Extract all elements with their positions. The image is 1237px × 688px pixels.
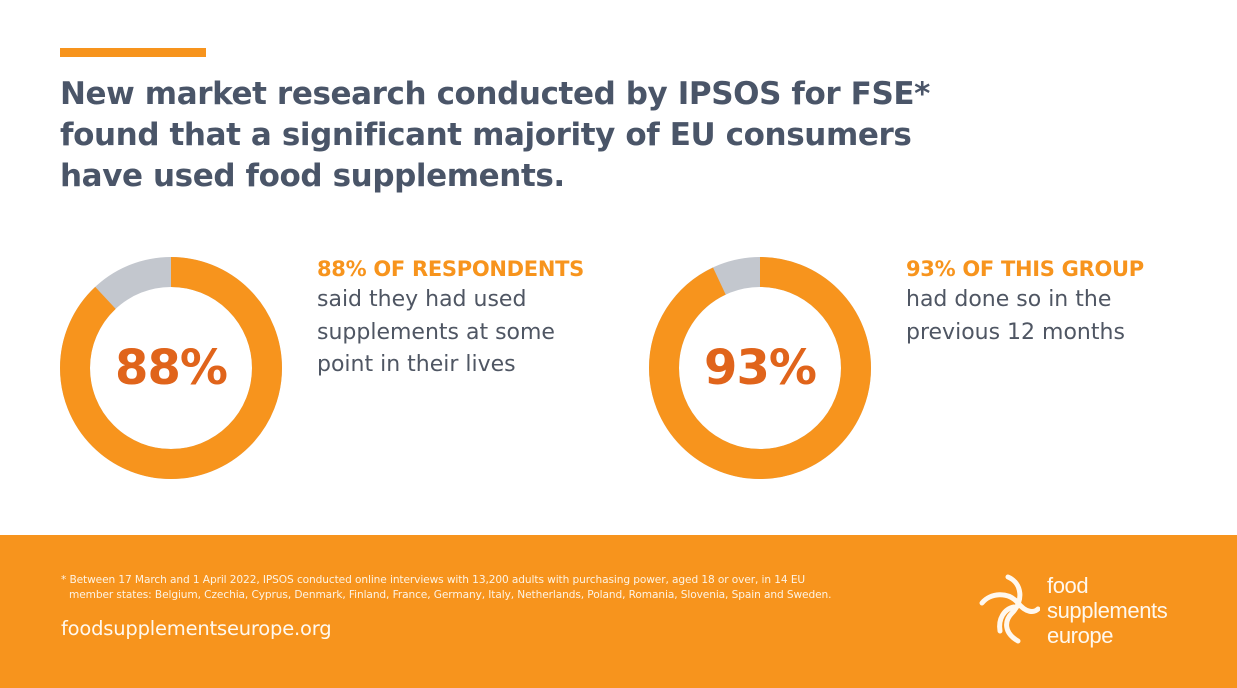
accent-bar [60, 48, 206, 57]
footnote-line: member states: Belgium, Czechia, Cyprus,… [69, 589, 832, 601]
logo-wordmark: food supplements europe [1047, 573, 1168, 648]
headline-line-3: have used food supplements. [60, 158, 565, 194]
methodology-footnote: * Between 17 March and 1 April 2022, IPS… [61, 573, 831, 603]
footnote-line: * Between 17 March and 1 April 2022, IPS… [61, 574, 806, 586]
stat-line: previous 12 months [906, 319, 1125, 345]
logo-line: europe [1047, 623, 1114, 648]
stat-line: had done so in the [906, 287, 1112, 312]
stat-line: supplements at some [317, 319, 555, 345]
donut-ring [60, 257, 282, 479]
donut-center-value: 93% [704, 340, 817, 396]
footer-band: * Between 17 March and 1 April 2022, IPS… [0, 535, 1237, 688]
donut-value-segment [649, 257, 871, 479]
website-link[interactable]: foodsupplementseurope.org [61, 617, 332, 640]
stat-heading: 93% OF THIS GROUP [906, 257, 1144, 281]
donut-chart-88: 88% [60, 257, 282, 479]
donut-ring [649, 257, 871, 479]
stat-description: said they had used supplements at some p… [317, 284, 584, 382]
stat-block-2: 93% OF THIS GROUP had done so in the pre… [906, 254, 1144, 349]
donut-chart-93: 93% [649, 257, 871, 479]
stat-heading: 88% OF RESPONDENTS [317, 257, 584, 281]
donut-value-segment [60, 257, 282, 479]
headline: New market research conducted by IPSOS f… [60, 74, 960, 197]
logo-line: food [1047, 573, 1089, 598]
headline-line-1: New market research conducted by IPSOS f… [60, 76, 930, 112]
donut-center-value: 88% [115, 340, 228, 396]
fse-logo: food supplements europe [978, 573, 1188, 653]
fse-swirl-logo-icon [979, 574, 1040, 644]
stat-line: point in their lives [317, 352, 516, 377]
logo-line: supplements [1047, 598, 1168, 623]
headline-line-2: found that a significant majority of EU … [60, 117, 912, 153]
stat-block-1: 88% OF RESPONDENTS said they had used su… [317, 254, 584, 382]
stat-line: said they had used [317, 287, 527, 312]
stat-description: had done so in the previous 12 months [906, 284, 1144, 349]
